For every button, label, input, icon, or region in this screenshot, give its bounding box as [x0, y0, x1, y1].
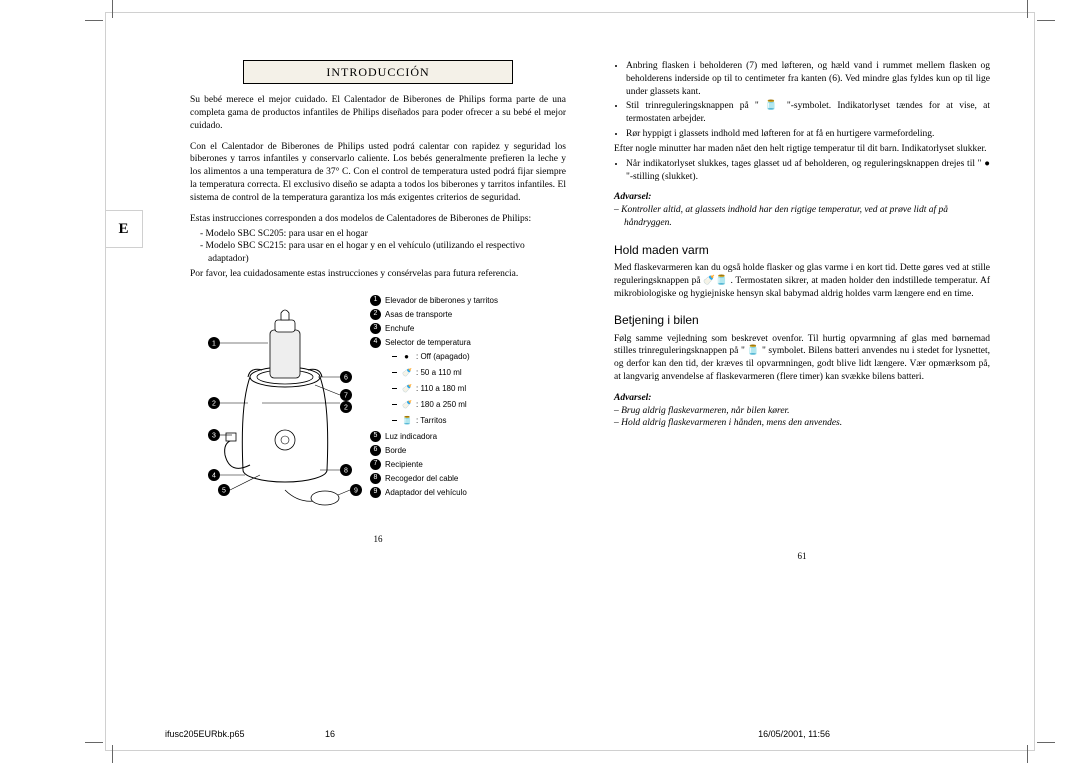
crop-mark	[85, 742, 103, 743]
svg-text:2: 2	[212, 400, 216, 407]
crop-mark	[112, 0, 113, 18]
instruction-list-2: Når indikatorlyset slukkes, tages glasse…	[614, 158, 990, 184]
crop-mark	[1027, 0, 1028, 18]
list-item: Modelo SBC SC205: para usar en el hogar	[200, 228, 566, 241]
print-footer: ifusc205EURbk.p65 16 16/05/2001, 11:56	[165, 729, 990, 739]
list-item: Anbring flasken i beholderen (7) med løf…	[626, 60, 990, 98]
page-number-left: 16	[190, 533, 566, 545]
after-paragraph: Efter nogle minutter har maden nået den …	[614, 143, 990, 156]
intro-p4: Por favor, lea cuidadosamente estas inst…	[190, 268, 566, 281]
selector-row: ●: Off (apagado)	[370, 351, 498, 363]
product-figure: 1 2 3 4 5 6 7 2 8 9 1Elevador de biberon…	[190, 295, 566, 515]
legend-row: 9Adaptador del vehículo	[370, 487, 498, 499]
footer-filename: ifusc205EURbk.p65	[165, 729, 325, 739]
svg-text:3: 3	[212, 432, 216, 439]
footer-page: 16	[325, 729, 525, 739]
legend-row: 4Selector de temperatura	[370, 337, 498, 349]
list-item: Rør hyppigt i glassets indhold med løfte…	[626, 128, 990, 141]
right-column: Anbring flasken i beholderen (7) med løf…	[614, 60, 990, 703]
crop-mark	[1037, 742, 1055, 743]
legend-row: 2Asas de transporte	[370, 309, 498, 321]
warning-title: Advarsel:	[614, 392, 990, 405]
warning-line: Kontroller altid, at glassets indhold ha…	[624, 204, 990, 230]
legend-row: 3Enchufe	[370, 323, 498, 335]
selector-row: 🍼: 50 a 110 ml	[370, 367, 498, 379]
crop-mark	[112, 745, 113, 763]
intro-p1: Su bebé merece el mejor cuidado. El Cale…	[190, 94, 566, 132]
heading-text: INTRODUCCIÓN	[326, 65, 429, 79]
svg-text:1: 1	[212, 340, 216, 347]
section-title: Hold maden varm	[614, 242, 990, 258]
crop-mark	[1037, 20, 1055, 21]
instruction-list: Anbring flasken i beholderen (7) med løf…	[614, 60, 990, 141]
svg-text:9: 9	[354, 487, 358, 494]
legend-row: 7Recipiente	[370, 459, 498, 471]
svg-text:6: 6	[344, 374, 348, 381]
svg-text:4: 4	[212, 472, 216, 479]
figure-legend: 1Elevador de biberones y tarritos 2Asas …	[370, 295, 498, 515]
page-number-right: 61	[614, 550, 990, 562]
list-item: Stil trinreguleringsknappen på " 🫙 "-sym…	[626, 100, 990, 126]
svg-text:5: 5	[222, 487, 226, 494]
left-column: INTRODUCCIÓN Su bebé merece el mejor cui…	[190, 60, 566, 703]
language-tab: E	[105, 210, 143, 248]
legend-row: 8Recogedor del cable	[370, 473, 498, 485]
product-diagram: 1 2 3 4 5 6 7 2 8 9	[190, 295, 370, 515]
content-area: INTRODUCCIÓN Su bebé merece el mejor cui…	[190, 60, 990, 703]
warning-body: Brug aldrig flaskevarmeren, når bilen kø…	[614, 405, 990, 431]
section-heading: INTRODUCCIÓN	[243, 60, 514, 84]
warning-body: Kontroller altid, at glassets indhold ha…	[614, 204, 990, 230]
section-paragraph: Følg samme vejledning som beskrevet oven…	[614, 333, 990, 384]
model-list: Modelo SBC SC205: para usar en el hogar …	[190, 228, 566, 266]
selector-row: 🍼: 110 a 180 ml	[370, 383, 498, 395]
legend-row: 6Borde	[370, 445, 498, 457]
legend-row: 5Luz indicadora	[370, 431, 498, 443]
section-title: Betjening i bilen	[614, 312, 990, 328]
svg-text:8: 8	[344, 467, 348, 474]
crop-mark	[1027, 745, 1028, 763]
intro-p3: Estas instrucciones corresponden a dos m…	[190, 213, 566, 226]
warning-line: Brug aldrig flaskevarmeren, når bilen kø…	[624, 405, 990, 418]
list-item: Når indikatorlyset slukkes, tages glasse…	[626, 158, 990, 184]
intro-p2: Con el Calentador de Biberones de Philip…	[190, 141, 566, 205]
selector-row: 🫙: Tarritos	[370, 415, 498, 427]
section-paragraph: Med flaskevarmeren kan du også holde fla…	[614, 262, 990, 300]
warning-title: Advarsel:	[614, 191, 990, 204]
warning-line: Hold aldrig flaskevarmeren i hånden, men…	[624, 417, 990, 430]
list-item: Modelo SBC SC215: para usar en el hogar …	[200, 240, 566, 266]
svg-text:2: 2	[344, 404, 348, 411]
language-tab-letter: E	[118, 221, 128, 238]
footer-date: 16/05/2001, 11:56	[758, 729, 830, 739]
crop-mark	[85, 20, 103, 21]
selector-row: 🍼: 180 a 250 ml	[370, 399, 498, 411]
legend-row: 1Elevador de biberones y tarritos	[370, 295, 498, 307]
